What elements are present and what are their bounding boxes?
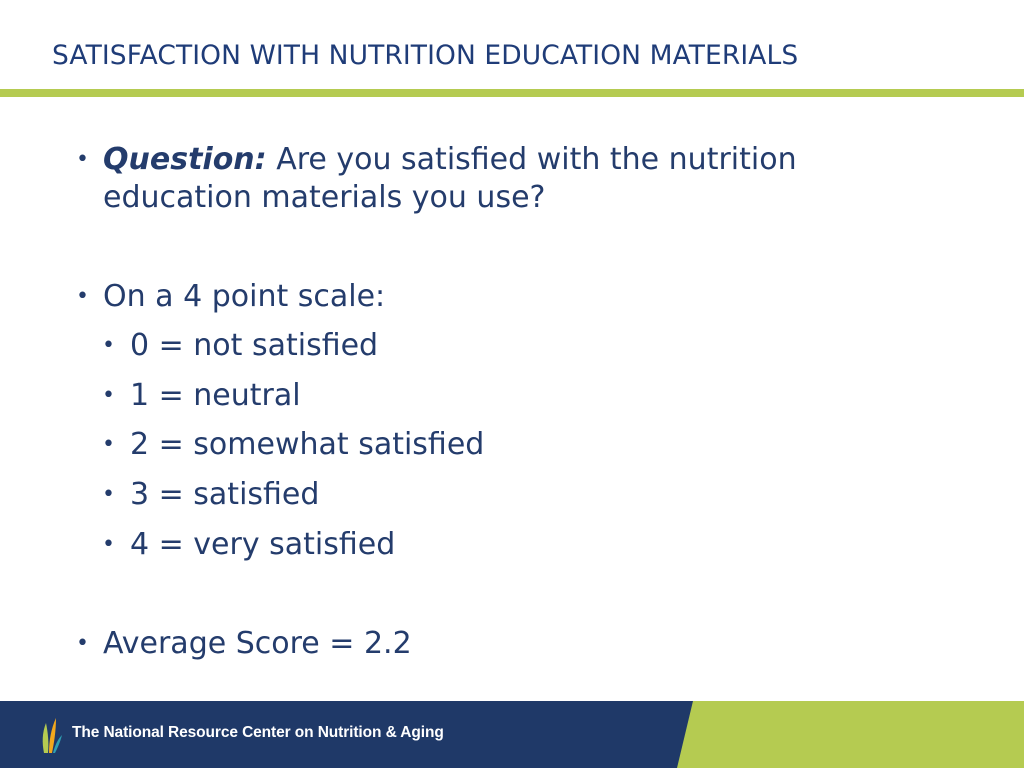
average-score: Average Score = 2.2 (103, 626, 412, 661)
bullet-icon: • (102, 432, 115, 457)
header-divider (0, 89, 1024, 97)
slide-header: SATISFACTION WITH NUTRITION EDUCATION MA… (0, 0, 1024, 89)
scale-item-text: 2 = somewhat satisfied (130, 427, 485, 462)
footer-navy-band (0, 701, 693, 768)
scale-item-text: 0 = not satisfied (130, 328, 379, 363)
bullet-icon: • (76, 147, 89, 172)
bullet-icon: • (102, 333, 115, 358)
question-line-2: education materials you use? (103, 180, 546, 215)
leaf-logo-icon (42, 718, 62, 753)
bullet-icon: • (76, 284, 89, 309)
slide-footer: The National Resource Center on Nutritio… (0, 701, 1024, 768)
slide-title: SATISFACTION WITH NUTRITION EDUCATION MA… (52, 40, 799, 71)
bullet-icon: • (102, 532, 115, 557)
scale-item-text: 3 = satisfied (130, 477, 320, 512)
scale-item-text: 4 = very satisfied (130, 527, 396, 562)
question-text: Question: Are you satisfied with the nut… (103, 141, 797, 179)
question-line-1: Are you satisfied with the nutrition (266, 142, 797, 177)
bullet-icon: • (102, 482, 115, 507)
footer-organization: The National Resource Center on Nutritio… (72, 724, 444, 741)
bullet-icon: • (102, 383, 115, 408)
slide-content: • Question: Are you satisfied with the n… (0, 97, 1024, 701)
scale-intro: On a 4 point scale: (103, 279, 386, 314)
scale-item-text: 1 = neutral (130, 378, 301, 413)
question-label: Question: (103, 142, 267, 177)
bullet-icon: • (76, 631, 89, 656)
